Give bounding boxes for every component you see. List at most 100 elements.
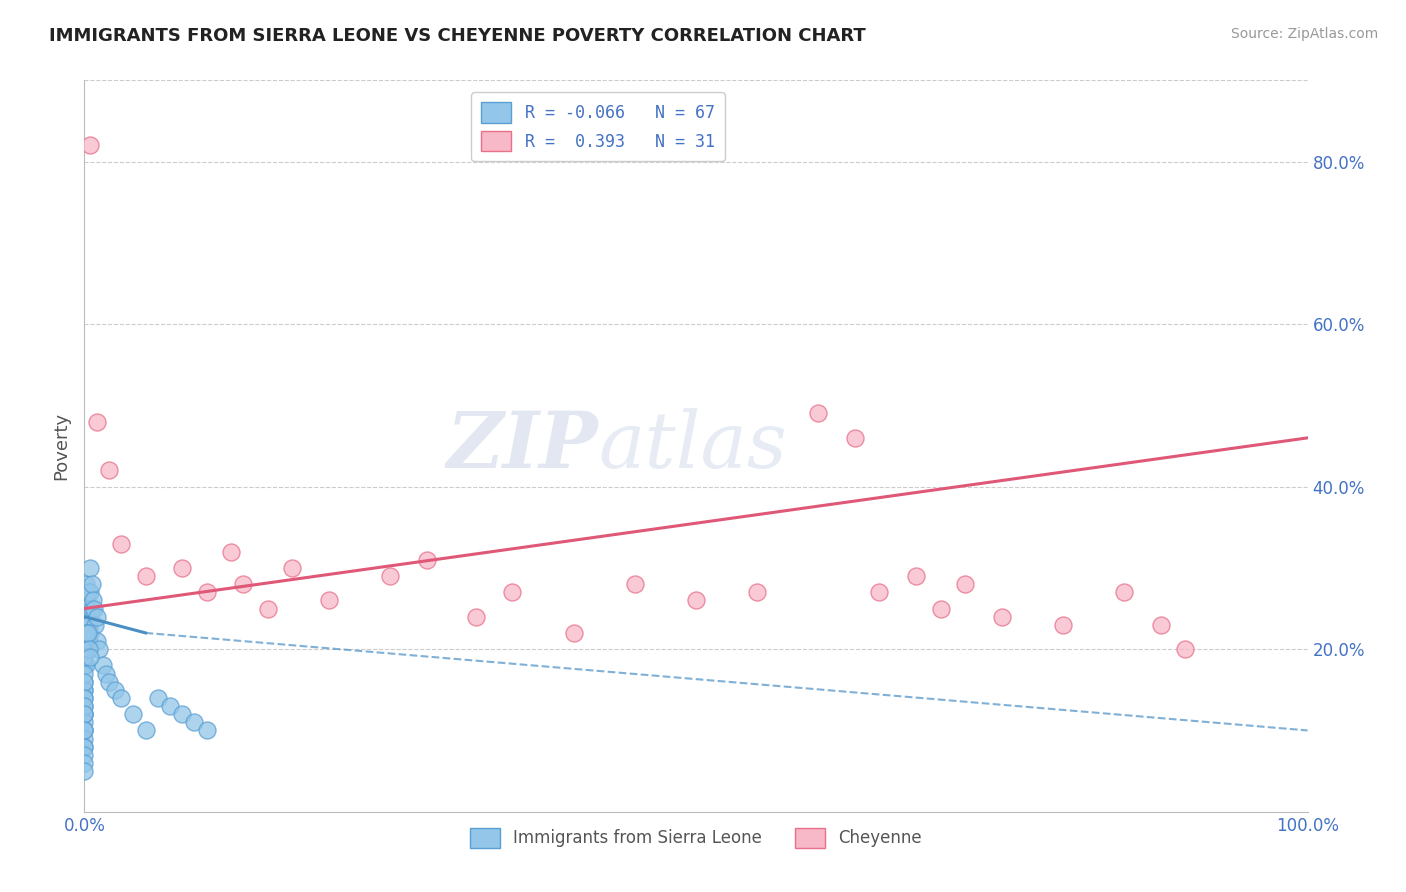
- Point: [73, 747, 96, 762]
- Point: [73, 723, 96, 738]
- Point: [75, 626, 97, 640]
- Point: [73, 626, 96, 640]
- Point: [91, 658, 114, 673]
- Point: [172, 707, 194, 722]
- Point: [77, 634, 100, 648]
- Y-axis label: Poverty: Poverty: [52, 412, 70, 480]
- Point: [73, 707, 96, 722]
- Point: [73, 682, 96, 697]
- Point: [79, 650, 101, 665]
- Point: [172, 561, 194, 575]
- Point: [76, 593, 98, 607]
- Point: [73, 682, 96, 697]
- Legend: Immigrants from Sierra Leone, Cheyenne: Immigrants from Sierra Leone, Cheyenne: [463, 821, 929, 855]
- Point: [75, 601, 97, 615]
- Point: [281, 561, 304, 575]
- Point: [146, 690, 169, 705]
- Point: [195, 723, 218, 738]
- Point: [380, 569, 402, 583]
- Point: [96, 666, 118, 681]
- Point: [76, 626, 98, 640]
- Point: [73, 666, 96, 681]
- Point: [97, 674, 120, 689]
- Point: [86, 609, 108, 624]
- Point: [80, 601, 103, 615]
- Point: [73, 739, 96, 754]
- Point: [73, 699, 96, 714]
- Point: [1174, 642, 1197, 657]
- Point: [86, 634, 108, 648]
- Point: [1114, 585, 1136, 599]
- Point: [80, 577, 103, 591]
- Point: [73, 731, 96, 746]
- Point: [97, 463, 120, 477]
- Point: [110, 536, 132, 550]
- Point: [929, 601, 952, 615]
- Point: [73, 674, 96, 689]
- Point: [110, 690, 132, 705]
- Point: [86, 415, 108, 429]
- Point: [77, 609, 100, 624]
- Point: [79, 561, 101, 575]
- Point: [747, 585, 769, 599]
- Point: [75, 626, 97, 640]
- Point: [122, 707, 145, 722]
- Point: [73, 764, 96, 778]
- Point: [135, 569, 157, 583]
- Point: [869, 585, 891, 599]
- Point: [84, 617, 107, 632]
- Point: [257, 601, 280, 615]
- Point: [75, 658, 97, 673]
- Point: [76, 634, 98, 648]
- Text: Source: ZipAtlas.com: Source: ZipAtlas.com: [1230, 27, 1378, 41]
- Point: [159, 699, 181, 714]
- Point: [685, 593, 707, 607]
- Point: [76, 609, 98, 624]
- Point: [75, 577, 97, 591]
- Point: [905, 569, 928, 583]
- Point: [73, 674, 96, 689]
- Point: [77, 642, 100, 657]
- Point: [1150, 617, 1173, 632]
- Point: [79, 138, 101, 153]
- Point: [82, 593, 104, 607]
- Point: [73, 699, 96, 714]
- Point: [73, 690, 96, 705]
- Point: [219, 544, 242, 558]
- Point: [73, 642, 96, 657]
- Point: [73, 739, 96, 754]
- Point: [77, 626, 100, 640]
- Point: [318, 593, 340, 607]
- Point: [77, 585, 100, 599]
- Point: [73, 690, 96, 705]
- Point: [183, 715, 205, 730]
- Point: [87, 642, 110, 657]
- Point: [73, 650, 96, 665]
- Point: [562, 626, 585, 640]
- Point: [1052, 617, 1074, 632]
- Point: [73, 723, 96, 738]
- Point: [135, 723, 157, 738]
- Point: [79, 585, 101, 599]
- Point: [464, 609, 486, 624]
- Point: [73, 707, 96, 722]
- Point: [79, 626, 101, 640]
- Text: ZIP: ZIP: [447, 408, 598, 484]
- Point: [502, 585, 524, 599]
- Point: [807, 407, 830, 421]
- Point: [73, 658, 96, 673]
- Point: [104, 682, 127, 697]
- Point: [195, 585, 218, 599]
- Point: [953, 577, 976, 591]
- Point: [83, 601, 105, 615]
- Point: [75, 642, 97, 657]
- Point: [73, 707, 96, 722]
- Point: [73, 756, 96, 770]
- Point: [844, 431, 866, 445]
- Point: [73, 715, 96, 730]
- Point: [77, 617, 100, 632]
- Point: [232, 577, 254, 591]
- Point: [73, 658, 96, 673]
- Text: atlas: atlas: [598, 408, 787, 484]
- Point: [73, 723, 96, 738]
